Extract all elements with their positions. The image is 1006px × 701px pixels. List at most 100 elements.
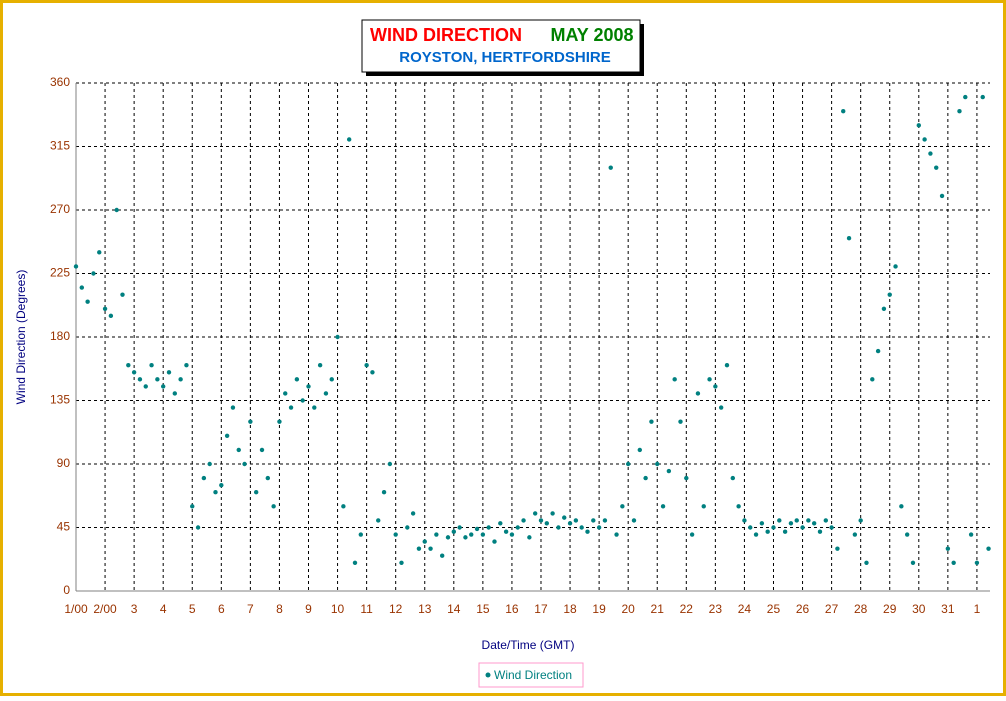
data-point: [73, 264, 79, 269]
y-tick-label: 90: [57, 456, 71, 470]
data-point: [823, 518, 828, 523]
x-tick-label: 30: [912, 602, 926, 616]
data-point: [811, 521, 817, 526]
chart-title: WIND DIRECTION: [370, 25, 522, 45]
data-point: [579, 525, 584, 530]
data-point: [689, 532, 695, 537]
data-point: [387, 461, 393, 467]
data-point: [800, 525, 805, 530]
data-point: [242, 461, 247, 467]
data-point: [143, 384, 148, 389]
x-tick-label: 20: [621, 602, 635, 616]
data-point: [277, 419, 282, 424]
data-point: [980, 94, 985, 100]
data-point: [835, 546, 840, 551]
data-point: [538, 518, 544, 523]
data-point: [829, 525, 834, 530]
x-tick-label: 27: [825, 602, 839, 616]
legend-box: [478, 662, 584, 688]
data-point: [509, 532, 515, 537]
data-point: [899, 504, 904, 509]
data-point: [620, 504, 625, 509]
y-tick-label: 0: [63, 583, 70, 597]
data-point: [602, 518, 608, 523]
data-point: [370, 370, 375, 375]
data-point: [870, 377, 875, 382]
data-point: [806, 518, 811, 523]
chart-subtitle: ROYSTON, HERTFORDSHIRE: [399, 49, 610, 66]
data-point: [207, 461, 212, 467]
data-point: [271, 504, 276, 509]
y-tick-label: 360: [50, 75, 70, 89]
data-point: [893, 264, 898, 269]
data-point: [655, 461, 660, 467]
y-tick-label: 270: [50, 202, 70, 216]
x-tick-label: 14: [447, 602, 461, 616]
data-point: [474, 526, 480, 532]
data-point: [742, 518, 747, 523]
data-point: [463, 535, 468, 540]
x-tick-label: 21: [651, 602, 665, 616]
data-point: [213, 490, 218, 495]
data-point: [253, 490, 259, 495]
x-tick-label: 1: [974, 602, 981, 616]
data-point: [974, 560, 980, 565]
data-point: [532, 511, 538, 516]
x-tick-label: 6: [218, 602, 225, 616]
data-point: [562, 515, 567, 520]
y-tick-label: 180: [50, 329, 70, 343]
data-point: [155, 377, 160, 382]
data-point: [963, 94, 968, 100]
x-tick-label: 12: [389, 602, 403, 616]
data-point: [172, 391, 178, 396]
x-tick-label: 4: [160, 602, 167, 616]
data-point: [521, 518, 526, 523]
data-point: [428, 546, 433, 551]
data-point: [358, 532, 364, 537]
data-point: [120, 292, 125, 297]
data-point: [248, 419, 253, 424]
data-point: [457, 525, 462, 530]
x-tick-label: 19: [592, 602, 606, 616]
data-point: [184, 363, 189, 368]
data-point: [137, 377, 143, 382]
data-point: [283, 391, 288, 396]
data-point: [748, 525, 753, 530]
data-point: [312, 405, 317, 410]
x-tick-label: 8: [276, 602, 283, 616]
y-tick-label: 45: [57, 520, 71, 534]
data-point: [85, 299, 90, 304]
data-point: [672, 377, 677, 382]
data-point: [573, 518, 579, 523]
data-point: [317, 363, 323, 368]
data-point: [114, 207, 119, 213]
data-point: [875, 348, 881, 354]
data-point: [323, 391, 329, 396]
data-point: [190, 504, 195, 509]
data-point: [887, 292, 892, 297]
data-point: [957, 109, 962, 114]
data-point: [160, 384, 166, 389]
data-point: [625, 461, 631, 467]
x-tick-label: 2/00: [93, 602, 117, 616]
data-point: [904, 532, 910, 537]
data-point: [666, 468, 672, 474]
data-point: [486, 525, 491, 530]
data-point: [219, 482, 224, 488]
y-tick-label: 135: [50, 393, 70, 407]
data-point: [492, 539, 497, 544]
data-point: [713, 384, 718, 389]
data-point: [230, 405, 236, 410]
data-point: [945, 546, 951, 551]
x-tick-label: 26: [796, 602, 810, 616]
y-axis-label: Wind Direction (Degrees): [14, 270, 28, 405]
data-point: [265, 475, 271, 481]
data-point: [544, 521, 550, 526]
x-tick-label: 10: [331, 602, 345, 616]
data-point: [585, 529, 590, 534]
data-point: [469, 532, 474, 537]
data-point: [498, 521, 503, 526]
x-tick-label: 7: [247, 602, 254, 616]
data-point: [724, 363, 730, 368]
data-point: [166, 370, 172, 375]
